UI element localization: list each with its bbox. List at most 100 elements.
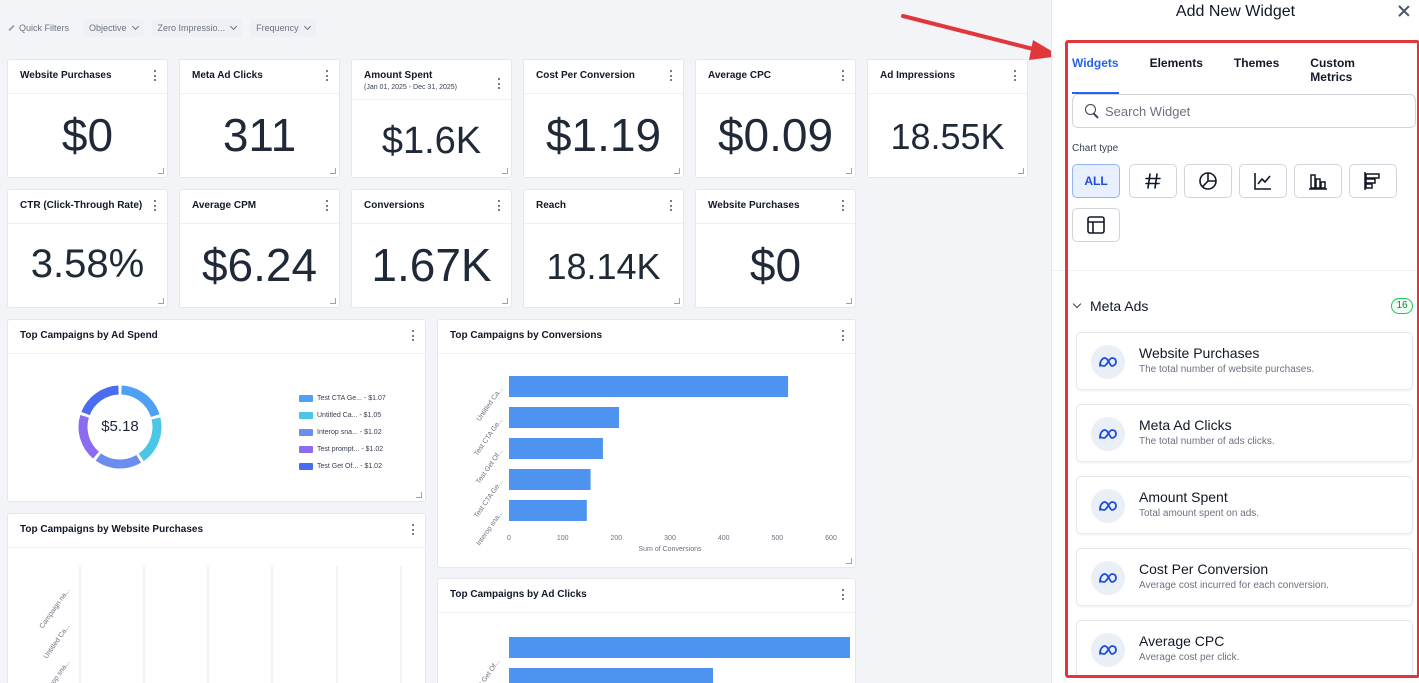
donut-slice[interactable] [81,385,119,416]
resize-handle-icon[interactable] [330,168,336,174]
bar[interactable] [509,637,850,658]
quick-filters-button[interactable]: Quick Filters [8,19,75,37]
more-options-icon[interactable] [326,70,329,81]
resize-handle-icon[interactable] [674,168,680,174]
kpi-card-meta-ad-clicks[interactable]: Meta Ad Clicks 311 [179,59,340,178]
kpi-title: Reach [536,200,567,211]
bar[interactable] [509,376,789,397]
objective-filter[interactable]: Objective [83,19,144,37]
kpi-card-website-purchases-2[interactable]: Website Purchases $0 [695,189,856,308]
resize-handle-icon[interactable] [502,298,508,304]
chart-type-line-button[interactable] [1239,164,1287,198]
more-options-icon[interactable] [498,200,501,211]
tab-widgets[interactable]: Widgets [1072,56,1119,94]
meta-logo-icon [1091,489,1125,523]
resize-handle-icon[interactable] [674,298,680,304]
chevron-down-icon [230,22,238,31]
chart-type-table-button[interactable] [1072,208,1120,242]
legend-item[interactable]: Test Get Of... - $1.02 [299,458,386,475]
legend-item[interactable]: Interop sna... - $1.02 [299,424,386,441]
more-options-icon[interactable] [412,330,415,341]
kpi-card-amount-spent[interactable]: Amount Spent (Jan 01, 2025 - Dec 31, 202… [351,59,512,178]
kpi-card-ctr[interactable]: CTR (Click-Through Rate) 3.58% [7,189,168,308]
kpi-card-average-cpm[interactable]: Average CPM $6.24 [179,189,340,308]
more-options-icon[interactable] [326,200,329,211]
legend-label: Test Get Of... - $1.02 [317,463,382,470]
frequency-filter[interactable]: Frequency [250,19,316,37]
x-tick-label: 300 [664,535,676,542]
tab-themes[interactable]: Themes [1233,56,1280,70]
more-options-icon[interactable] [670,70,673,81]
resize-handle-icon[interactable] [1018,168,1024,174]
kpi-card-reach[interactable]: Reach 18.14K [523,189,684,308]
kpi-value: 18.14K [546,246,661,287]
widget-item[interactable]: Average CPC Average cost per click. [1076,620,1413,678]
bar[interactable] [509,668,713,683]
kpi-card-cost-per-conversion[interactable]: Cost Per Conversion $1.19 [523,59,684,178]
more-options-icon[interactable] [154,70,157,81]
resize-handle-icon[interactable] [158,298,164,304]
resize-handle-icon[interactable] [502,168,508,174]
chevron-down-icon [131,22,139,31]
legend-swatch [299,412,313,419]
chart-type-horizontal-bar-button[interactable] [1349,164,1397,198]
chart-card-ad-spend[interactable]: Top Campaigns by Ad Spend $5.18 Test CTA… [7,319,426,502]
resize-handle-icon[interactable] [846,558,852,564]
search-widget-input[interactable] [1105,103,1395,119]
chart-type-number-button[interactable] [1129,164,1177,198]
resize-handle-icon[interactable] [330,298,336,304]
donut-slice[interactable] [78,414,100,459]
quick-filters-bar: Quick Filters Objective Zero Impressio..… [0,0,1050,56]
legend-item[interactable]: Test CTA Ge... - $1.07 [299,390,386,407]
meta-ads-group-toggle[interactable]: Meta Ads [1072,298,1148,314]
panel-title: Add New Widget [1175,3,1296,20]
legend-item[interactable]: Test prompt... - $1.02 [299,441,386,458]
tab-elements[interactable]: Elements [1149,56,1203,70]
resize-handle-icon[interactable] [416,492,422,498]
zero-impressions-filter[interactable]: Zero Impressio... [151,19,243,37]
more-options-icon[interactable] [670,200,673,211]
widget-item[interactable]: Amount Spent Total amount spent on ads. [1076,476,1413,534]
more-options-icon[interactable] [498,78,501,89]
chart-type-label: Chart type [1072,143,1119,154]
close-icon[interactable] [1397,4,1411,18]
widget-item[interactable]: Meta Ad Clicks The total number of ads cl… [1076,404,1413,462]
widget-item[interactable]: Cost Per Conversion Average cost incurred… [1076,548,1413,606]
more-options-icon[interactable] [842,70,845,81]
chart-type-bar-button[interactable] [1294,164,1342,198]
more-options-icon[interactable] [154,200,157,211]
tab-custom-metrics[interactable]: Custom Metrics [1310,56,1355,84]
kpi-card-website-purchases[interactable]: Website Purchases $0 [7,59,168,178]
donut-slice[interactable] [121,385,160,418]
widget-count-badge: 16 [1391,298,1413,314]
legend-label: Test prompt... - $1.02 [317,446,384,453]
donut-slice[interactable] [95,453,141,469]
chart-type-all-button[interactable]: ALL [1072,164,1120,198]
kpi-card-conversions[interactable]: Conversions 1.67K [351,189,512,308]
widget-item-description: Average cost per click. [1139,652,1240,663]
more-options-icon[interactable] [1014,70,1017,81]
legend-item[interactable]: Untitled Ca... - $1.05 [299,407,386,424]
bar[interactable] [509,407,620,428]
widget-item[interactable]: Website Purchases The total number of web… [1076,332,1413,390]
resize-handle-icon[interactable] [158,168,164,174]
x-axis-label: Sum of Conversions [638,546,702,553]
more-options-icon[interactable] [842,200,845,211]
bar[interactable] [509,500,587,521]
more-options-icon[interactable] [412,524,415,535]
kpi-card-ad-impressions[interactable]: Ad Impressions 18.55K [867,59,1028,178]
bar[interactable] [509,438,603,459]
resize-handle-icon[interactable] [846,168,852,174]
chart-card-conversions[interactable]: Top Campaigns by Conversions Untitled Ca… [437,319,856,568]
chart-card-ad-clicks[interactable]: Top Campaigns by Ad Clicks Test Get Of..… [437,578,856,683]
more-options-icon[interactable] [842,330,845,341]
bar[interactable] [509,469,591,490]
more-options-icon[interactable] [842,589,845,600]
legend-swatch [299,429,313,436]
chart-card-website-purchases[interactable]: Top Campaigns by Website Purchases Campa… [7,513,426,683]
kpi-card-average-cpc[interactable]: Average CPC $0.09 [695,59,856,178]
resize-handle-icon[interactable] [846,298,852,304]
chart-type-pie-button[interactable] [1184,164,1232,198]
donut-slice[interactable] [138,417,162,462]
search-icon [1085,104,1099,118]
